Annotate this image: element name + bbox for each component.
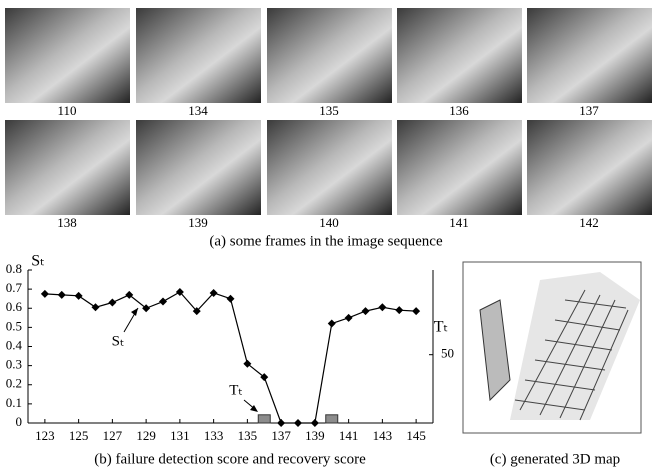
map [463, 262, 641, 433]
x-tick-label: 129 [136, 428, 156, 443]
y-tick-label: 0.5 [6, 318, 22, 333]
point [345, 314, 353, 322]
frame-label: 139 [188, 215, 208, 230]
series-annotation: Sₜ [112, 333, 125, 349]
frame-image [267, 120, 392, 215]
y2-axis-label: Tₜ [434, 319, 449, 336]
frame-label: 138 [57, 215, 77, 230]
x-tick-label: 127 [103, 428, 123, 443]
point [294, 419, 302, 427]
frame-label: 142 [579, 215, 599, 230]
point [311, 419, 319, 427]
frame-label: 140 [319, 215, 339, 230]
frame-image [527, 8, 652, 103]
frames: 110 134 135 136 137 138 139 140 141 142 [5, 8, 652, 230]
x-tick-label: 123 [35, 428, 55, 443]
frame-image [527, 120, 652, 215]
y-axis-label: Sₜ [31, 253, 45, 270]
point [362, 307, 370, 315]
x-tick-label: 137 [271, 428, 291, 443]
point [92, 303, 100, 311]
x-tick-label: 139 [305, 428, 325, 443]
chart: 0 0.1 0.2 0.3 0.4 0.5 0.6 0.7 0.8 50 123 125 127 129 1… [6, 253, 454, 468]
frame-image [267, 8, 392, 103]
annotation-arrowhead [131, 308, 138, 316]
line [45, 292, 416, 423]
point [378, 303, 386, 311]
frame-label: 135 [319, 103, 339, 118]
frames-caption: (a) some frames in the image sequence [209, 233, 443, 249]
series-annotation: Tₜ [229, 382, 243, 398]
y-tick-label: 0.4 [6, 337, 23, 352]
frame-image [136, 120, 261, 215]
point [277, 419, 285, 427]
x-tick-label: 131 [170, 428, 190, 443]
x-tick-label: 141 [339, 428, 359, 443]
frame-label: 110 [57, 103, 76, 118]
y-tick-label: 0.6 [6, 299, 23, 314]
bar [258, 415, 270, 423]
point [159, 298, 167, 306]
frame-image [397, 120, 522, 215]
frame-image [5, 8, 130, 103]
frame-image [397, 8, 522, 103]
y-tick-label: 0.3 [6, 357, 22, 372]
point [412, 307, 420, 315]
point [395, 306, 403, 314]
point [227, 295, 235, 303]
point [328, 320, 336, 328]
point [108, 299, 116, 307]
x-tick-label: 143 [373, 428, 393, 443]
figure: 110 134 135 136 137 138 139 140 141 142 (a) some … [0, 0, 652, 470]
map-caption: (c) generated 3D map [490, 451, 620, 467]
frame-label: 134 [188, 103, 208, 118]
point [75, 292, 83, 300]
x-tick-label: 135 [238, 428, 258, 443]
frame-label: 141 [449, 215, 469, 230]
y-tick-label: 0.2 [6, 376, 22, 391]
y-tick-label: 0.1 [6, 395, 22, 410]
point [41, 290, 49, 298]
frame-label: 137 [579, 103, 599, 118]
bar [326, 415, 338, 423]
chart-caption: (b) failure detection score and recovery… [94, 451, 366, 467]
frame-image [5, 120, 130, 215]
x-tick-label: 145 [406, 428, 426, 443]
x-tick-label: 125 [69, 428, 89, 443]
y-tick-label: 0.7 [6, 280, 23, 295]
frame-label: 136 [449, 103, 469, 118]
x-tick-label: 133 [204, 428, 224, 443]
point [58, 291, 66, 299]
y-tick-label: 0.8 [6, 261, 22, 276]
frame-image [136, 8, 261, 103]
y2-tick-label: 50 [441, 346, 454, 361]
y-tick-label: 0 [16, 414, 23, 429]
